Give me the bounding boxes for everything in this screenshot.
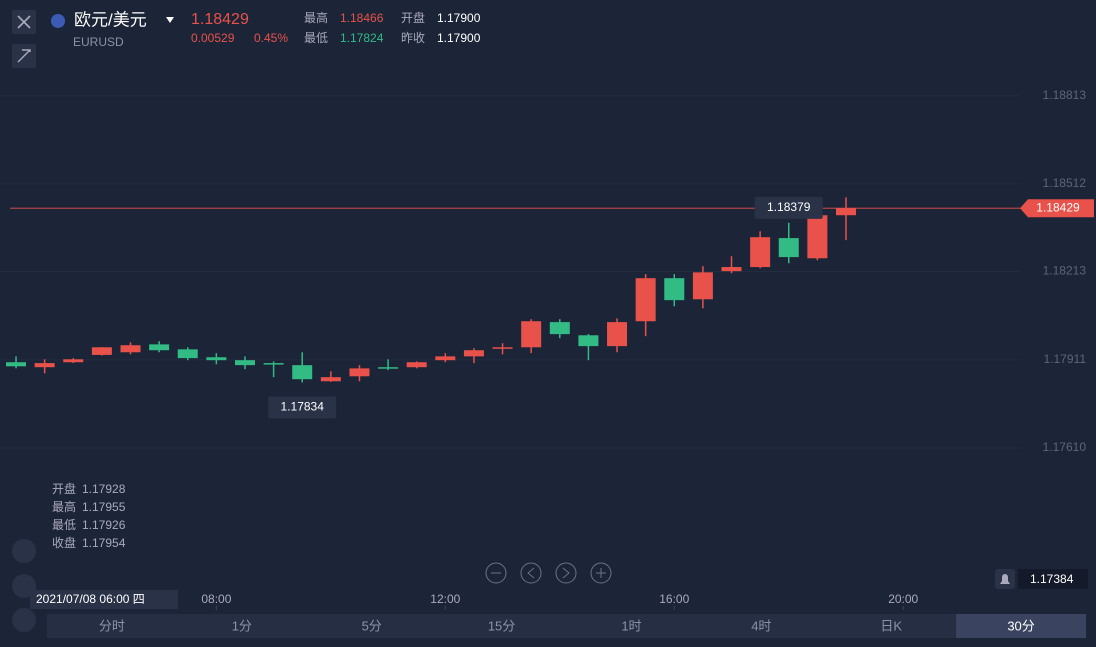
alert-box (1018, 569, 1088, 589)
scroll-left[interactable] (520, 562, 542, 584)
zoom-in[interactable] (590, 562, 612, 584)
symbol-code: EURUSD (73, 35, 124, 49)
shrink-icon (17, 49, 31, 63)
y-tick-label: 1.18813 (1043, 88, 1087, 102)
price-tag (1020, 199, 1094, 218)
low-value: 1.17824 (340, 31, 384, 45)
candle-body (320, 377, 341, 382)
high-label: 最高 (304, 10, 328, 25)
candle-body (234, 360, 255, 366)
flag-icon (51, 14, 65, 28)
prev-value: 1.17900 (437, 31, 481, 45)
readout-label: 收盘 (52, 535, 76, 550)
low-label: 最低 (304, 31, 328, 45)
candle-body (177, 349, 198, 359)
readout-value: 1.17928 (82, 482, 126, 496)
extreme-box (268, 396, 337, 419)
readout-value: 1.17926 (82, 518, 126, 532)
candle-body (292, 365, 313, 380)
candle-body (206, 357, 227, 361)
extreme-box (754, 196, 823, 219)
prev-label: 昨收 (401, 31, 425, 45)
plot (0, 95, 1022, 610)
tab-label[interactable]: 5分 (362, 618, 382, 633)
extreme-label: 1.17834 (281, 400, 325, 414)
scroll-right[interactable] (555, 562, 577, 584)
readout-label: 开盘 (52, 481, 76, 496)
change-pct: 0.45% (254, 31, 288, 45)
candle-body (63, 359, 84, 363)
high-value: 1.18466 (340, 11, 384, 25)
y-tick-label: 1.18213 (1043, 264, 1087, 278)
tab-label[interactable]: 1分 (232, 618, 252, 633)
tab[interactable] (956, 614, 1086, 638)
candle-body (778, 238, 799, 258)
chart-type-button[interactable] (12, 608, 36, 632)
candle-body (263, 363, 284, 365)
tab-label[interactable]: 15分 (488, 618, 515, 633)
tab-label[interactable]: 分时 (99, 618, 125, 633)
candle-body (6, 362, 27, 367)
dropdown-icon[interactable] (166, 17, 174, 23)
bell-icon (1000, 574, 1010, 584)
alert-price: 1.17384 (1030, 572, 1074, 586)
zoom-controls (485, 562, 612, 584)
tab-label[interactable]: 4时 (751, 618, 771, 633)
tab-label[interactable]: 日K (880, 618, 902, 633)
candle-body (463, 350, 484, 357)
x-tick-label: 12:00 (430, 592, 460, 606)
zoom-out[interactable] (485, 562, 507, 584)
candle-body (406, 362, 427, 368)
candle-body (807, 215, 828, 259)
price-tag-label: 1.18429 (1036, 200, 1080, 214)
y-tick-label: 1.17610 (1043, 440, 1087, 454)
open-label: 开盘 (401, 10, 425, 25)
extreme-label: 1.18379 (767, 200, 811, 214)
candle-body (435, 356, 456, 361)
symbol-name[interactable]: 欧元/美元 (74, 10, 147, 29)
candle-body (521, 321, 542, 348)
indicator-button[interactable] (12, 539, 36, 563)
candle-body (664, 278, 685, 301)
readout-label: 最低 (52, 518, 76, 532)
candle-body (120, 345, 141, 353)
candle-body (549, 322, 570, 335)
candle-body (750, 237, 771, 268)
change: 0.00529 (191, 31, 235, 45)
open-value: 1.17900 (437, 11, 481, 25)
readout-value: 1.17955 (82, 500, 126, 514)
y-tick-label: 1.17911 (1044, 352, 1087, 366)
x-tick-label: 08:00 (201, 592, 231, 606)
candle-body (492, 347, 513, 349)
x-tick-label: 16:00 (659, 592, 689, 606)
readout-value: 1.17954 (82, 536, 126, 550)
close-icon (17, 15, 31, 29)
candle-body (721, 267, 742, 272)
candle-body (378, 367, 399, 369)
tab-label[interactable]: 30分 (1007, 618, 1034, 633)
candle-body (835, 208, 856, 216)
y-tick-label: 1.18512 (1043, 176, 1087, 190)
candle-body (607, 322, 628, 347)
candle-body (149, 344, 170, 351)
tab-bar (47, 614, 1086, 638)
candle-body (578, 335, 599, 347)
tab-label[interactable]: 1时 (621, 618, 641, 633)
candle-body (34, 363, 55, 368)
candle-body (91, 347, 112, 355)
candle-body (692, 272, 713, 300)
readout-label: 最高 (52, 499, 76, 514)
x-tick-label: 20:00 (888, 592, 918, 606)
crosshair-box (30, 590, 178, 609)
candle-body (349, 368, 370, 377)
candle-body (635, 278, 656, 322)
last-price: 1.18429 (191, 11, 249, 28)
crosshair-label: 2021/07/08 06:00 四 (36, 592, 145, 606)
